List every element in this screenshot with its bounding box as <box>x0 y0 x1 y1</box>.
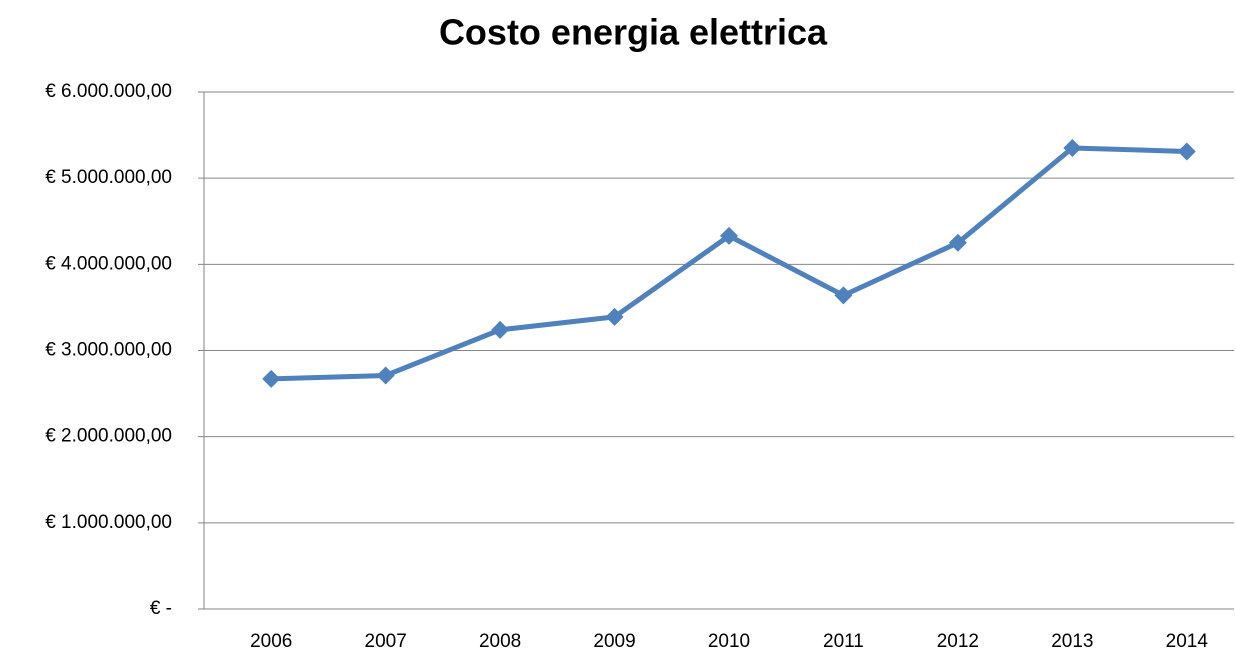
x-tick-label: 2013 <box>1051 631 1093 652</box>
y-tick-label: € 5.000.000,00 <box>45 167 172 188</box>
x-tick-label: 2011 <box>823 631 864 652</box>
data-point <box>1063 139 1082 158</box>
y-tick-label: € 3.000.000,00 <box>45 340 172 361</box>
x-tick-label: 2014 <box>1166 631 1209 652</box>
chart-title: Costo energia elettrica <box>439 12 828 53</box>
x-tick-label: 2006 <box>250 631 292 652</box>
data-point <box>605 307 624 326</box>
x-tick-label: 2008 <box>479 631 521 652</box>
data-point <box>948 233 967 252</box>
y-tick-label: € 4.000.000,00 <box>45 253 172 274</box>
data-point <box>262 369 281 388</box>
y-tick-label: € 6.000.000,00 <box>45 81 172 102</box>
y-tick-label: € 2.000.000,00 <box>45 426 172 447</box>
data-point <box>1177 142 1196 161</box>
data-point <box>491 320 510 339</box>
x-tick-label: 2012 <box>937 631 979 652</box>
x-tick-label: 2009 <box>593 631 635 652</box>
x-tick-label: 2010 <box>708 631 750 652</box>
data-point <box>720 226 738 245</box>
data-point <box>834 286 853 305</box>
data-point <box>376 366 395 385</box>
y-tick-label: € 1.000.000,00 <box>45 512 172 533</box>
x-tick-label: 2007 <box>365 631 407 652</box>
y-tick-label: € - <box>150 598 172 619</box>
series-line <box>271 145 1187 382</box>
